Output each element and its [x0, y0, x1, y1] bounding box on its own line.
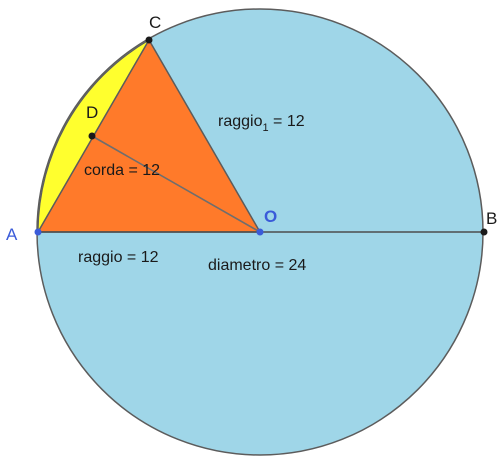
label-o: O [264, 207, 277, 226]
raggio1-subscript: 1 [262, 122, 268, 134]
label-d: D [86, 103, 98, 122]
raggio-label: raggio = 12 [78, 249, 159, 266]
segment-do [91, 135, 261, 233]
label-a: A [6, 225, 18, 244]
diametro-label: diametro = 24 [208, 257, 306, 274]
raggio1-value: = 12 [269, 113, 305, 130]
corda-label: corda = 12 [84, 162, 160, 179]
point-c [145, 36, 153, 44]
point-a [34, 228, 42, 236]
point-b [480, 228, 488, 236]
point-d [88, 132, 96, 140]
label-c: C [149, 13, 161, 32]
point-o [256, 228, 264, 236]
label-b: B [486, 209, 497, 228]
raggio1-text: raggio [218, 113, 263, 130]
raggio1-label: raggio1 = 12 [218, 113, 305, 134]
